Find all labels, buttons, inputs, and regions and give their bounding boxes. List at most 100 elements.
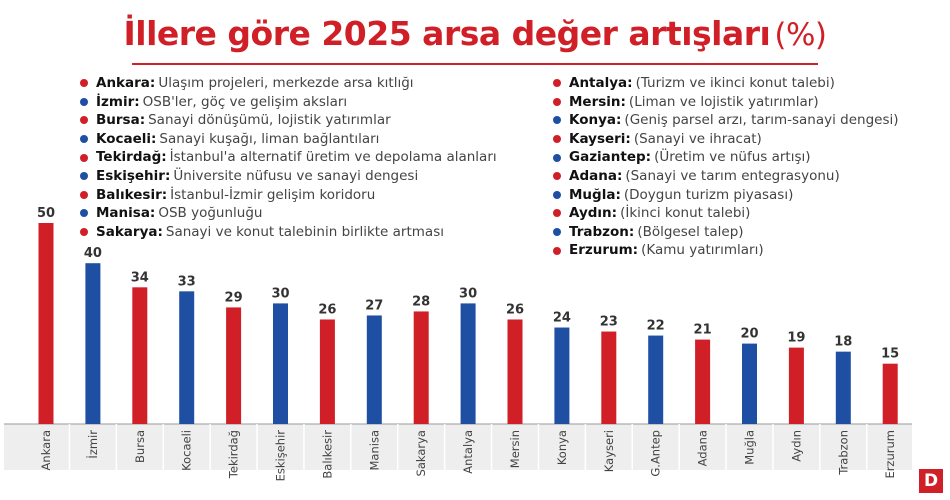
x-tick-label: Tekirdağ	[227, 430, 241, 479]
legend-dot	[553, 172, 561, 181]
legend-dot	[553, 79, 561, 88]
bar-value-label: 18	[834, 335, 852, 350]
legend-dot	[80, 97, 88, 106]
bar-value-label: 29	[225, 290, 243, 305]
bar-value-label: 27	[365, 298, 383, 313]
title-divider	[132, 63, 818, 65]
bar-value-label: 24	[553, 311, 571, 326]
x-tick-label: Konya	[555, 430, 569, 465]
bar-value-label: 28	[412, 294, 430, 309]
legend-city: Trabzon:	[569, 223, 635, 240]
legend-item: Ankara: Ulaşım projeleri, merkezde arsa k…	[80, 74, 497, 93]
legend-description: Sanayi ve konut talebinin birlikte artma…	[165, 223, 444, 240]
x-tick-label: Antalya	[461, 430, 475, 474]
legend-description: (Kamu yatırımları)	[641, 242, 764, 259]
legend-description: (Turizm ve ikinci konut talebi)	[635, 75, 835, 91]
legend-description: İstanbul-İzmir gelişim koridoru	[170, 186, 376, 203]
legend-dot	[80, 153, 88, 162]
legend-description: (İkinci konut talebi)	[620, 205, 751, 222]
legend-city: Erzurum:	[569, 242, 639, 259]
legend-description: (Üretim ve nüfus artışı)	[654, 149, 811, 166]
bar	[366, 315, 382, 424]
bar	[601, 331, 617, 424]
bar-value-label: 26	[318, 302, 336, 317]
legend-dot	[553, 116, 561, 125]
legend-city: Tekirdağ:	[96, 149, 167, 166]
legend-description: (Sanayi ve ihracat)	[633, 130, 762, 147]
legend-description: (Sanayi ve tarım entegrasyonu)	[625, 167, 840, 184]
legend-item: Eskişehir: Üniversite nüfusu ve sanayi de…	[80, 167, 497, 186]
legend-description: (Geniş parsel arzı, tarım-sanayi dengesi…	[624, 112, 899, 129]
legend-dot	[80, 228, 88, 237]
legend-dot	[553, 246, 561, 255]
legend-item: Aydın: (İkinci konut talebi)	[553, 204, 899, 223]
legend-dot	[80, 209, 88, 218]
legend-dot	[553, 209, 561, 218]
legend-dot	[553, 153, 561, 162]
legend-description: OSB yoğunluğu	[158, 205, 263, 222]
legend-item: Konya: (Geniş parsel arzı, tarım-sanayi d…	[553, 111, 899, 130]
chart-title-main: İllere göre 2025 arsa değer artışları	[123, 14, 771, 53]
legend-dot	[80, 190, 88, 199]
legend-item: Erzurum: (Kamu yatırımları)	[553, 241, 899, 260]
chart-title-unit: (%)	[774, 17, 827, 53]
legend-item: Trabzon: (Bölgesel talep)	[553, 223, 899, 242]
x-tick-label: Kayseri	[602, 430, 616, 472]
bar	[835, 351, 851, 424]
x-tick-label: Erzurum	[883, 430, 897, 479]
bar	[226, 307, 242, 424]
legend-city: Manisa:	[96, 205, 156, 222]
legend-city: Mersin:	[569, 93, 626, 110]
legend-city: Aydın:	[569, 205, 618, 222]
legend-description: Ulaşım projeleri, merkezde arsa kıtlığı	[158, 75, 414, 91]
bar-value-label: 30	[271, 286, 289, 301]
bar-value-label: 40	[84, 246, 102, 261]
legend-description: (Doygun turizm piyasası)	[623, 186, 794, 203]
legend-description: Sanayi kuşağı, liman bağlantıları	[159, 130, 380, 147]
legend-item: Tekirdağ: İstanbul'a alternatif üretim ve…	[80, 148, 497, 167]
bar	[788, 347, 804, 424]
legend-item: Mersin: (Liman ve lojistik yatırımlar)	[553, 93, 899, 112]
bar-value-label: 34	[131, 270, 149, 285]
bar-value-label: 15	[881, 347, 899, 362]
bar-value-label: 26	[506, 302, 524, 317]
legend-item: İzmir: OSB'ler, göç ve gelişim aksları	[80, 93, 497, 112]
bar-value-label: 19	[787, 331, 805, 346]
bar	[179, 291, 195, 424]
legend-description: Üniversite nüfusu ve sanayi dengesi	[173, 167, 419, 184]
legend-city: Sakarya:	[96, 223, 163, 240]
legend-city: Ankara:	[96, 75, 156, 91]
x-tick-label: Sakarya	[414, 430, 428, 476]
legend-city: İzmir:	[96, 93, 140, 110]
legend-item: Manisa: OSB yoğunluğu	[80, 204, 497, 223]
bar	[554, 327, 570, 424]
legend-item: Kayseri: (Sanayi ve ihracat)	[553, 130, 899, 149]
legend-description: Sanayi dönüşümü, lojistik yatırımlar	[148, 112, 391, 129]
legend-city: Adana:	[569, 167, 623, 184]
bar-value-label: 22	[647, 319, 665, 334]
bar	[882, 363, 898, 424]
legend-item: Sakarya: Sanayi ve konut talebinin birlik…	[80, 223, 497, 242]
legend-description: İstanbul'a alternatif üretim ve depolama…	[169, 149, 497, 166]
chart-title: İllere göre 2025 arsa değer artışları (%)	[0, 14, 950, 53]
bar	[507, 319, 523, 424]
x-tick-label: Aydın	[789, 430, 803, 462]
legend-city: Bursa:	[96, 112, 146, 129]
legend-city: Antalya:	[569, 75, 633, 91]
legend-dot	[80, 79, 88, 88]
bar	[319, 319, 335, 424]
x-axis-band	[4, 424, 912, 470]
legend-dot	[80, 116, 88, 125]
bar-value-label: 50	[37, 206, 55, 221]
bar-value-label: 20	[740, 327, 758, 342]
x-tick-label: Muğla	[743, 430, 757, 465]
x-tick-label: Eskişehir	[274, 430, 288, 482]
bar	[413, 311, 429, 424]
bar	[38, 223, 54, 424]
legend-dot	[553, 135, 561, 144]
x-tick-label: Trabzon	[836, 430, 850, 476]
x-tick-label: Manisa	[367, 430, 381, 471]
legend-item: Gaziantep: (Üretim ve nüfus artışı)	[553, 148, 899, 167]
x-tick-label: G.Antep	[649, 430, 663, 477]
bar	[273, 303, 288, 424]
